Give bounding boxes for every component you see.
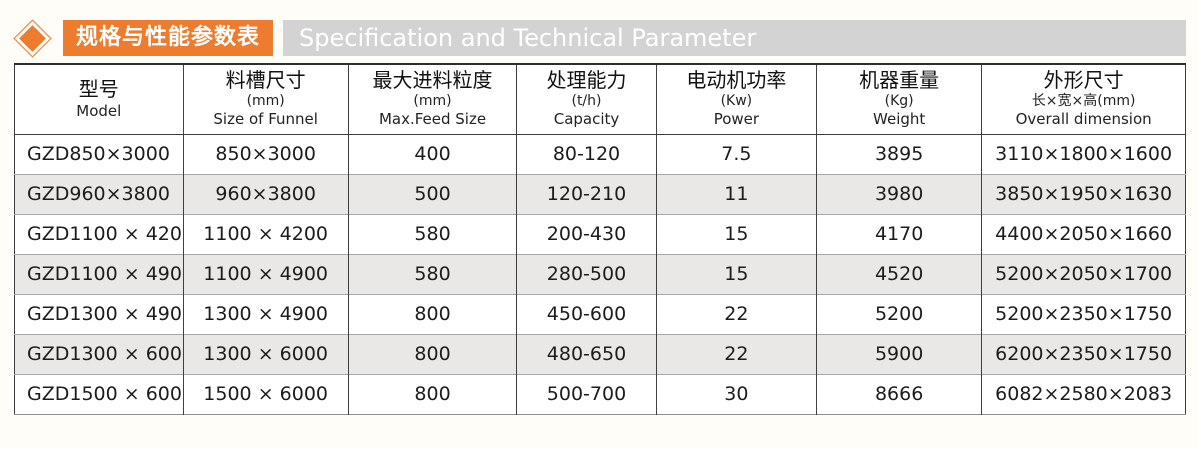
value-cell: 200-430 bbox=[516, 213, 657, 254]
column-title-en: Max.Feed Size bbox=[378, 110, 487, 129]
value-cell: 80-120 bbox=[516, 134, 657, 174]
column-title-zh: 外形尺寸 bbox=[1043, 68, 1124, 93]
value-cell: 500-700 bbox=[516, 373, 657, 414]
value-cell: 6200×2350×1750 bbox=[981, 333, 1186, 374]
table-row: GZD1100 × 4200 1100 × 4200 580 200-430 15 417… bbox=[14, 213, 1186, 254]
column-unit: (mm) bbox=[413, 93, 452, 110]
column-title-en: Weight bbox=[873, 110, 926, 129]
value-cell: 1100 × 4900 bbox=[182, 253, 349, 294]
value-cell: 4520 bbox=[816, 253, 982, 294]
value-cell: 120-210 bbox=[516, 173, 657, 214]
column-unit: (Kw) bbox=[720, 93, 753, 110]
value-cell: 400 bbox=[347, 134, 517, 174]
table-row: GZD1300 × 6000 1300 × 6000 800 480-650 22 590… bbox=[14, 333, 1186, 374]
column-header-weight: 机器重量 (Kg) Weight bbox=[816, 64, 982, 135]
value-cell: 15 bbox=[655, 213, 817, 254]
spec-table: 型号 Model 料槽尺寸 (mm) Size of Funnel 最大进料粒度 (mm) M… bbox=[14, 63, 1186, 415]
table-header-row: 型号 Model 料槽尺寸 (mm) Size of Funnel 最大进料粒度 (mm) M… bbox=[14, 64, 1186, 135]
column-title-en: Power bbox=[713, 110, 760, 129]
model-cell: GZD1300 × 4900 bbox=[14, 293, 184, 334]
value-cell: 4400×2050×1660 bbox=[981, 213, 1186, 254]
value-cell: 5900 bbox=[816, 333, 982, 374]
column-title-zh: 机器重量 bbox=[859, 68, 940, 93]
table-row: GZD1100 × 4900 1100 × 4900 580 280-500 15 452… bbox=[14, 253, 1186, 294]
column-header-overall-dimension: 外形尺寸 长×宽×高(mm) Overall dimension bbox=[981, 64, 1186, 135]
column-title-en: Overall dimension bbox=[1015, 110, 1152, 129]
value-cell: 7.5 bbox=[655, 134, 817, 174]
value-cell: 3980 bbox=[816, 173, 982, 214]
column-header-model: 型号 Model bbox=[14, 64, 184, 135]
value-cell: 800 bbox=[347, 373, 517, 414]
section-header: 规格与性能参数表 Specification and Technical Par… bbox=[10, 18, 1186, 58]
column-header-size-of-funnel: 料槽尺寸 (mm) Size of Funnel bbox=[182, 64, 349, 135]
value-cell: 5200×2050×1700 bbox=[981, 253, 1186, 294]
value-cell: 500 bbox=[347, 173, 517, 214]
value-cell: 480-650 bbox=[516, 333, 657, 374]
column-title-zh: 料槽尺寸 bbox=[225, 68, 306, 93]
model-cell: GZD1500 × 6000 bbox=[14, 373, 184, 414]
value-cell: 15 bbox=[655, 253, 817, 294]
value-cell: 8666 bbox=[816, 373, 982, 414]
model-cell: GZD850×3000 bbox=[27, 143, 170, 165]
column-title-en: Size of Funnel bbox=[213, 110, 318, 129]
value-cell: 4170 bbox=[816, 213, 982, 254]
value-cell: 800 bbox=[347, 293, 517, 334]
value-cell: 6082×2580×2083 bbox=[981, 373, 1186, 414]
column-title-zh: 型号 bbox=[78, 76, 119, 101]
value-cell: 30 bbox=[655, 373, 817, 414]
model-cell: GZD960×3800 bbox=[14, 173, 184, 214]
value-cell: 5200 bbox=[816, 293, 982, 334]
column-title-zh: 电动机功率 bbox=[686, 68, 787, 93]
table-row: GZD960×3800 960×3800 500 120-210 11 3980 3850×… bbox=[14, 173, 1186, 214]
value-cell: 580 bbox=[347, 213, 517, 254]
section-title-zh: 规格与性能参数表 bbox=[63, 20, 274, 56]
column-title-zh: 最大进料粒度 bbox=[372, 68, 493, 93]
model-cell: GZD1300 × 6000 bbox=[14, 333, 184, 374]
value-cell: 850×3000 bbox=[182, 134, 349, 174]
value-cell: 3895 bbox=[816, 134, 982, 174]
value-cell: 22 bbox=[655, 333, 817, 374]
column-unit: 长×宽×高(mm) bbox=[1031, 93, 1136, 110]
table-row: GZD1300 × 4900 1300 × 4900 800 450-600 22 520… bbox=[14, 293, 1186, 334]
table-header: 型号 Model 料槽尺寸 (mm) Size of Funnel 最大进料粒度 (mm) M… bbox=[14, 64, 1186, 135]
value-cell: 800 bbox=[347, 333, 517, 374]
value-cell: 1300 × 6000 bbox=[182, 333, 349, 374]
diamond-icon bbox=[10, 18, 54, 58]
value-cell: 960×3800 bbox=[182, 173, 349, 214]
column-unit: (t/h) bbox=[571, 93, 602, 110]
value-cell: 11 bbox=[655, 173, 817, 214]
table-row: GZD1500 × 6000 1500 × 6000 800 500-700 30 866… bbox=[14, 373, 1186, 414]
column-unit: (mm) bbox=[246, 93, 285, 110]
value-cell: 1500 × 6000 bbox=[182, 373, 349, 414]
value-cell: 5200×2350×1750 bbox=[981, 293, 1186, 334]
column-unit: (Kg) bbox=[884, 93, 914, 110]
value-cell: 3850×1950×1630 bbox=[981, 173, 1186, 214]
model-cell: GZD1100 × 4900 bbox=[14, 253, 184, 294]
column-header-power: 电动机功率 (Kw) Power bbox=[655, 64, 817, 135]
column-header-capacity: 处理能力 (t/h) Capacity bbox=[516, 64, 657, 135]
table-row: GZD850×3000 850×3000 400 80-120 7.5 3895 3110×… bbox=[15, 134, 1186, 174]
value-cell: 22 bbox=[655, 293, 817, 334]
model-cell: GZD1100 × 4200 bbox=[14, 213, 184, 254]
value-cell: 1300 × 4900 bbox=[182, 293, 349, 334]
column-title-en: Capacity bbox=[553, 110, 620, 129]
value-cell: 3110×1800×1600 bbox=[981, 134, 1186, 174]
table-body: GZD850×3000 850×3000 400 80-120 7.5 3895 3110×… bbox=[14, 134, 1186, 414]
value-cell: 1100 × 4200 bbox=[182, 213, 349, 254]
section-title-en: Specification and Technical Parameter bbox=[283, 20, 1186, 56]
column-header-max-feed-size: 最大进料粒度 (mm) Max.Feed Size bbox=[347, 64, 517, 135]
column-title-en: Model bbox=[76, 101, 122, 120]
column-title-zh: 处理能力 bbox=[546, 68, 627, 93]
value-cell: 450-600 bbox=[516, 293, 657, 334]
value-cell: 280-500 bbox=[516, 253, 657, 294]
value-cell: 580 bbox=[347, 253, 517, 294]
